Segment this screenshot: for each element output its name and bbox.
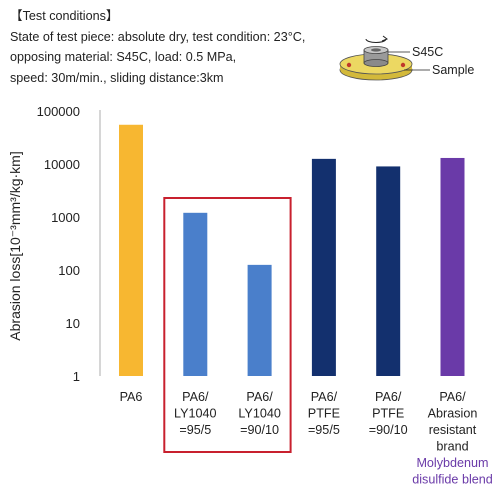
- rotation-arrowhead-icon: [381, 35, 389, 42]
- category-labels: PA6 PA6/LY1040 =95/5 PA6/LY1040 =90/10 PA6/PT…: [120, 390, 478, 454]
- sample-hole-right: [400, 62, 406, 68]
- s45c-ring-hole: [371, 48, 381, 52]
- bar: [183, 212, 208, 376]
- category-label: PTFE: [308, 407, 340, 421]
- category-note: disulfide blend: [412, 473, 493, 487]
- s45c-label: S45C: [412, 45, 443, 59]
- test-conditions: 【Test conditions】 State of test piece: a…: [10, 6, 305, 88]
- category-label: =95/5: [308, 423, 340, 437]
- bar: [247, 264, 272, 376]
- y-axis-label: Abrasion loss[10⁻³mm³/kg·km]: [7, 151, 23, 340]
- category-notes: Molybdenum disulfide blend: [412, 456, 493, 487]
- category-label: PA6/: [246, 390, 273, 404]
- category-note: Molybdenum: [416, 456, 488, 470]
- category-label: Abrasion: [428, 407, 478, 421]
- category-label: brand: [436, 440, 468, 454]
- category-label: LY1040: [174, 407, 217, 421]
- category-label: =95/5: [179, 423, 211, 437]
- category-label: =90/10: [369, 423, 408, 437]
- conditions-line-2: opposing material: S45C, load: 0.5 MPa,: [10, 50, 237, 64]
- bar: [119, 124, 143, 377]
- category-label: =90/10: [240, 423, 279, 437]
- y-tick-label: 100000: [37, 104, 80, 119]
- highlight-box: [163, 197, 292, 453]
- y-tick-label: 1000: [51, 210, 80, 225]
- sample-label: Sample: [432, 63, 474, 77]
- category-label: PA6: [120, 390, 143, 404]
- category-label: PA6/: [439, 390, 466, 404]
- category-label: resistant: [429, 423, 477, 437]
- category-label: PA6/: [182, 390, 209, 404]
- bar: [376, 166, 401, 376]
- bars: [119, 124, 465, 377]
- conditions-heading: 【Test conditions】: [10, 9, 119, 23]
- test-diagram: S45C Sample: [339, 35, 474, 81]
- y-tick-labels: 1 10 100 1000 10000 100000: [37, 104, 80, 384]
- category-label: LY1040: [238, 407, 281, 421]
- category-label: PA6/: [375, 390, 402, 404]
- sample-hole-left: [346, 62, 352, 68]
- y-tick-label: 10: [66, 316, 80, 331]
- conditions-line-1: State of test piece: absolute dry, test …: [10, 29, 306, 44]
- bar: [440, 157, 465, 376]
- y-tick-label: 1: [73, 369, 80, 384]
- bar: [311, 158, 336, 376]
- s45c-ring-bottom: [363, 59, 389, 67]
- y-tick-label: 10000: [44, 157, 80, 172]
- category-label: PA6/: [311, 390, 338, 404]
- conditions-line-3: speed: 30m/min., sliding distance:3km: [10, 70, 224, 85]
- category-label: PTFE: [372, 407, 404, 421]
- y-tick-label: 100: [58, 263, 80, 278]
